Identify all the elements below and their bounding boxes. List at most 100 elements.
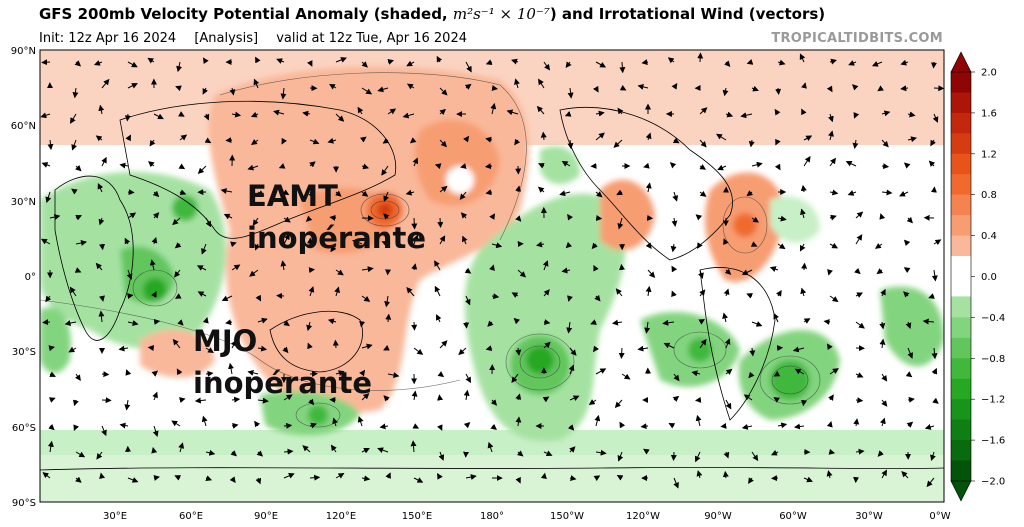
- wind-vector-arrow: [853, 418, 860, 427]
- wind-vector-arrow: [490, 102, 497, 115]
- wind-vector-arrow: [64, 320, 77, 327]
- wind-vector-arrow: [361, 61, 368, 68]
- wind-vector-arrow: [773, 397, 781, 403]
- wind-vector-arrow: [98, 104, 105, 115]
- wind-vector-arrow: [126, 269, 133, 280]
- wind-vector-arrow: [776, 290, 782, 297]
- wind-vector-arrow: [615, 288, 623, 297]
- wind-vector-arrow: [464, 295, 471, 306]
- wind-vector-arrow: [361, 448, 370, 454]
- wind-vector-arrow: [881, 110, 891, 117]
- wind-vector-arrow: [617, 107, 624, 115]
- colorbar-tick-label: −1.6: [981, 436, 1005, 447]
- wind-vector-arrow: [307, 342, 313, 350]
- wind-vector-arrow: [434, 163, 442, 170]
- colorbar-tick-label: 1.6: [981, 108, 997, 119]
- wind-vector-arrow: [900, 59, 909, 66]
- wind-vector-arrow: [45, 295, 52, 303]
- colorbar-ticks: 2.0 1.6 1.2 0.8 0.4 0.0 −0.4 −0.8 −1.2 −1.6 −2.0: [971, 68, 1005, 488]
- wind-vector-arrow: [308, 286, 315, 297]
- valid-time: valid at 12z Tue, Apr 16 2024: [276, 31, 467, 46]
- wind-vector-arrow: [723, 288, 730, 297]
- wind-vector-arrow: [127, 83, 138, 89]
- wind-vector-arrow: [662, 319, 675, 326]
- wind-vector-arrow: [928, 160, 936, 167]
- wind-vector-arrow: [900, 85, 909, 92]
- wind-vector-arrow: [125, 369, 132, 376]
- wind-vector-arrow: [619, 421, 626, 429]
- contour-lines: [40, 72, 821, 428]
- wind-vector-arrow: [799, 243, 806, 252]
- wind-vector-arrow: [249, 269, 259, 277]
- colorbar-tick-label: 0.0: [981, 272, 997, 283]
- wind-vector-arrow: [740, 112, 753, 119]
- wind-vector-arrow: [881, 399, 888, 407]
- wind-vector-arrow: [385, 313, 392, 323]
- wind-vector-arrow: [127, 61, 138, 68]
- wind-vector-arrow: [569, 446, 576, 453]
- wind-vector-arrow: [617, 451, 624, 462]
- lon-label: 60°E: [179, 511, 203, 522]
- wind-vector-arrow: [75, 451, 86, 458]
- wind-vector-arrow: [172, 217, 181, 226]
- wind-vector-arrow: [671, 82, 678, 90]
- wind-vector-arrow: [485, 189, 493, 196]
- wind-vector-arrow: [907, 347, 913, 359]
- wind-vector-arrow: [147, 57, 155, 64]
- wind-vector-arrow: [569, 475, 577, 482]
- wind-vector-arrow: [777, 215, 787, 222]
- irrotational-wind-vectors: [40, 52, 944, 489]
- wind-vector-arrow: [591, 242, 598, 250]
- wind-vector-arrow: [75, 165, 82, 172]
- wind-vector-arrow: [881, 163, 890, 170]
- wind-vector-arrow: [197, 165, 207, 174]
- wind-vector-arrow: [774, 108, 781, 116]
- wind-vector-arrow: [695, 214, 703, 221]
- wind-vector-arrow: [381, 240, 389, 247]
- wind-vector-arrow: [256, 450, 264, 457]
- wind-vector-arrow: [845, 161, 857, 167]
- wind-vector-arrow: [335, 190, 342, 197]
- wind-vector-arrow: [593, 85, 599, 93]
- eamt-status: inopérante: [247, 221, 426, 255]
- wind-vector-arrow: [722, 470, 729, 479]
- anomaly-green-core-2: [143, 278, 167, 302]
- wind-vector-arrow: [724, 268, 732, 275]
- wind-vector-arrow: [283, 448, 294, 455]
- wind-vector-arrow: [411, 390, 418, 401]
- colorbar-segment: [951, 153, 971, 175]
- lat-label: 0°: [25, 272, 36, 283]
- wind-vector-arrow: [254, 420, 261, 428]
- wind-vector-arrow: [335, 113, 345, 122]
- wind-vector-arrow: [257, 190, 265, 196]
- anomaly-green-pacific-core-inner: [526, 346, 554, 374]
- wind-vector-arrow: [463, 135, 470, 143]
- wind-vector-arrow: [283, 216, 291, 223]
- wind-vector-arrow: [566, 321, 573, 334]
- wind-vector-arrow: [695, 414, 702, 427]
- wind-vector-arrow: [542, 396, 550, 403]
- wind-vector-arrow: [439, 108, 446, 116]
- wind-vector-arrow: [565, 241, 573, 249]
- coast-south-america: [699, 267, 776, 421]
- wind-vector-arrow: [561, 160, 571, 167]
- wind-vector-arrow: [800, 399, 807, 407]
- wind-vector-arrow: [438, 451, 445, 461]
- wind-vector-arrow: [174, 269, 181, 278]
- colorbar-segment: [951, 460, 971, 482]
- wind-vector-arrow: [101, 156, 107, 167]
- wind-vector-arrow: [515, 185, 522, 193]
- wind-vector-arrow: [543, 289, 550, 297]
- colorbar-neutral-segment: [951, 256, 971, 296]
- wind-vector-arrow: [335, 269, 344, 276]
- title-main: GFS 200mb Velocity Potential Anomaly (sh…: [39, 5, 453, 23]
- wind-vector-arrow: [621, 373, 631, 380]
- wind-vector-arrow: [696, 470, 703, 479]
- wind-vector-arrow: [543, 319, 551, 326]
- wind-vector-arrow: [803, 155, 811, 167]
- wind-vector-arrow: [511, 58, 519, 65]
- wind-vector-arrow: [437, 473, 443, 480]
- wind-vector-arrow: [411, 217, 418, 230]
- wind-vector-arrow: [171, 420, 181, 427]
- wind-vector-arrow: [118, 345, 129, 352]
